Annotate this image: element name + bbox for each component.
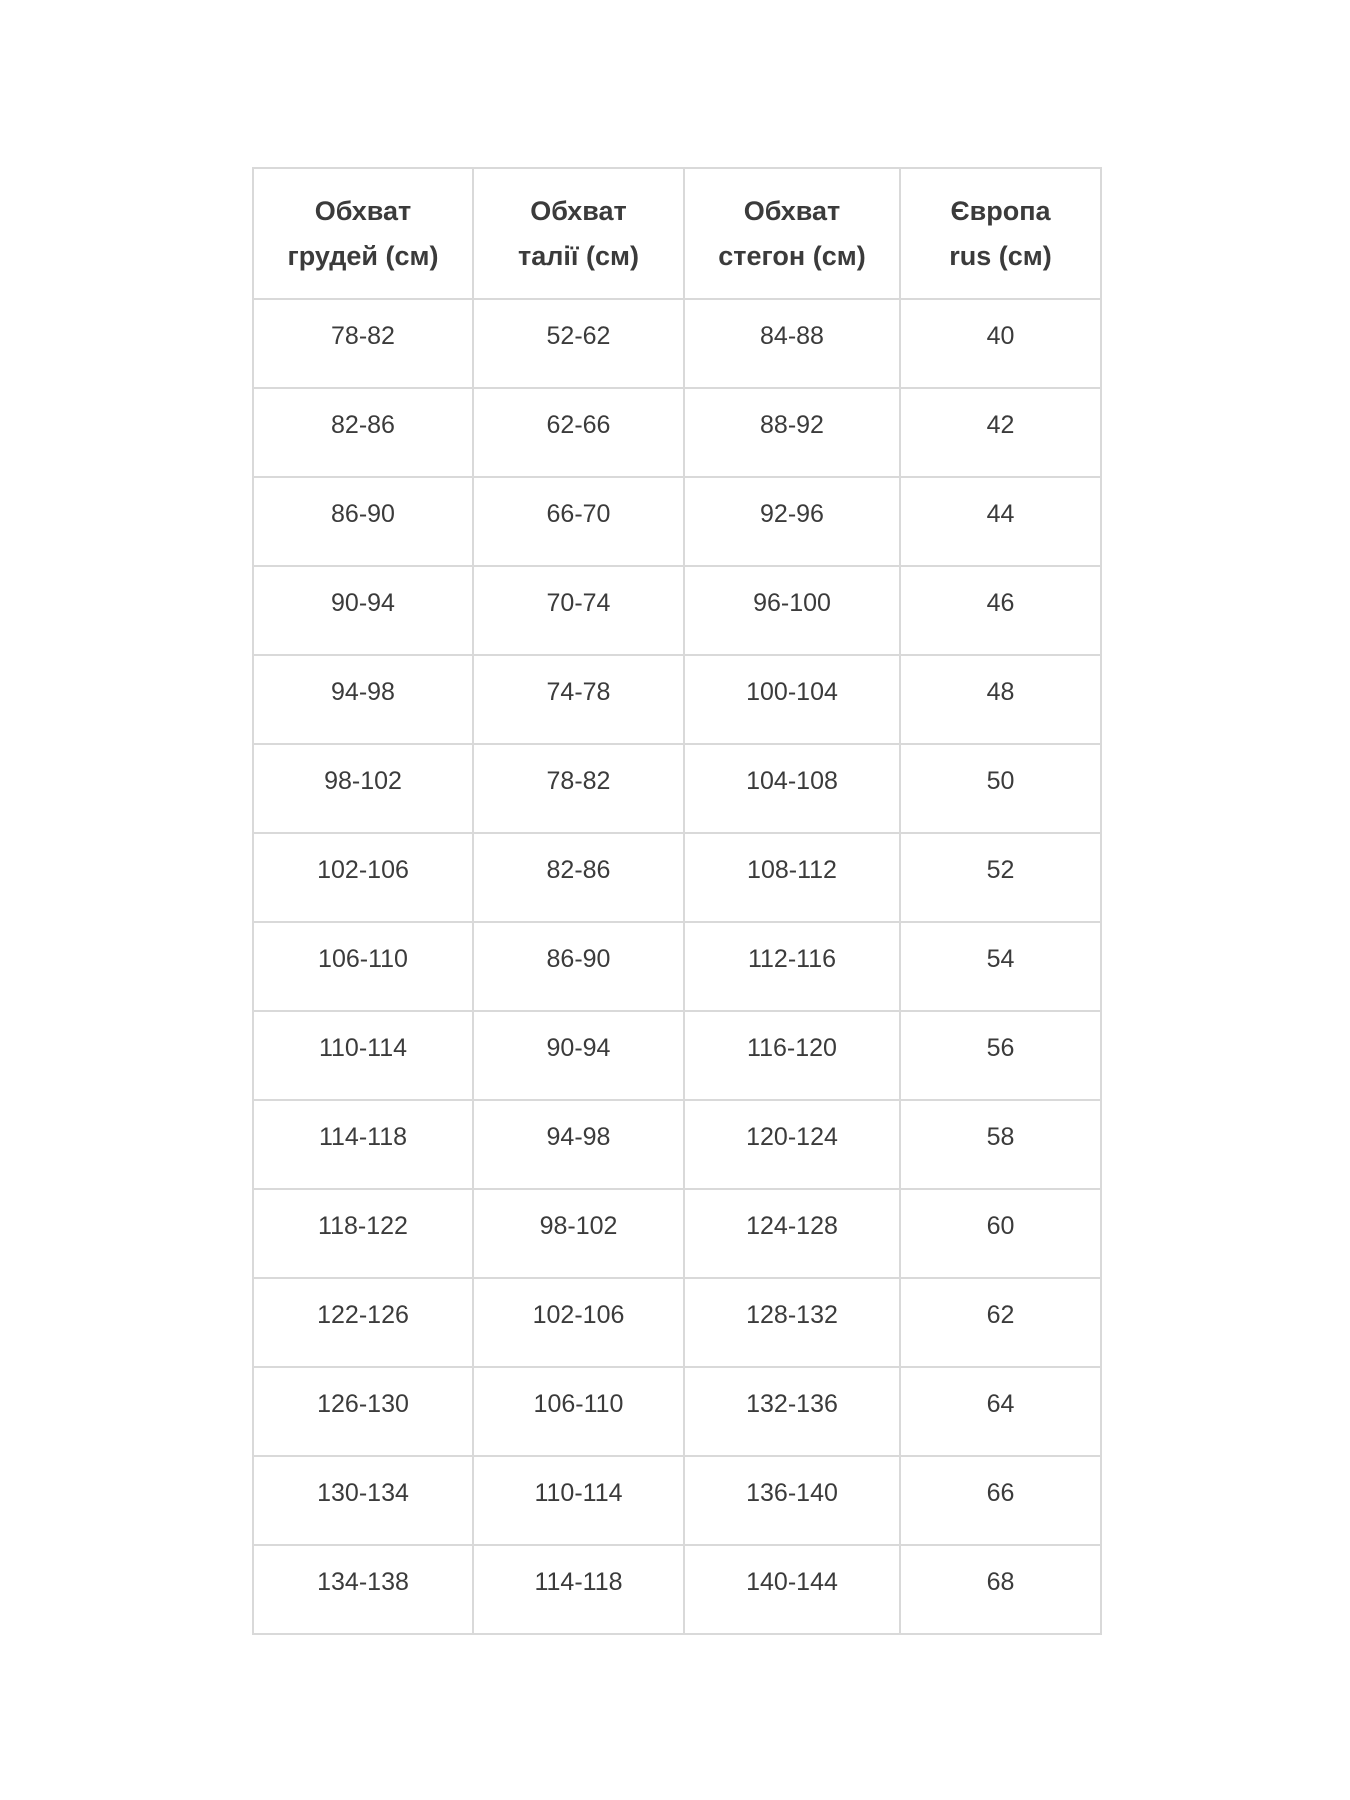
table-cell: 64 [899,1366,1102,1457]
table-row: 106-110 86-90 112-116 54 [252,921,1102,1012]
table-cell: 90-94 [472,1010,685,1101]
table-cell: 60 [899,1188,1102,1279]
table-cell: 74-78 [472,654,685,745]
table-cell: 106-110 [472,1366,685,1457]
column-header-chest-line1: Обхват [314,195,412,226]
table-cell: 108-112 [683,832,901,923]
table-cell: 92-96 [683,476,901,567]
table-cell: 86-90 [252,476,474,567]
table-cell: 128-132 [683,1277,901,1368]
table-cell: 110-114 [252,1010,474,1101]
header-row: Обхват грудей (см) Обхват талії (см) Обх… [252,167,1102,300]
table-cell: 86-90 [472,921,685,1012]
table-cell: 58 [899,1099,1102,1190]
table-cell: 134-138 [252,1544,474,1635]
table-cell: 136-140 [683,1455,901,1546]
size-chart-table: Обхват грудей (см) Обхват талії (см) Обх… [252,167,1102,1635]
table-cell: 82-86 [472,832,685,923]
table-cell: 130-134 [252,1455,474,1546]
table-cell: 88-92 [683,387,901,478]
table-cell: 66-70 [472,476,685,567]
table-cell: 54 [899,921,1102,1012]
table-row: 94-98 74-78 100-104 48 [252,654,1102,745]
table-cell: 56 [899,1010,1102,1101]
column-header-hips: Обхват стегон (см) [683,167,901,300]
column-header-waist: Обхват талії (см) [472,167,685,300]
column-header-waist-line2: талії (см) [518,240,639,271]
table-cell: 46 [899,565,1102,656]
table-cell: 124-128 [683,1188,901,1279]
table-cell: 68 [899,1544,1102,1635]
table-cell: 110-114 [472,1455,685,1546]
table-cell: 106-110 [252,921,474,1012]
column-header-chest-line2: грудей (см) [287,240,439,271]
table-cell: 94-98 [252,654,474,745]
table-cell: 42 [899,387,1102,478]
table-cell: 40 [899,298,1102,389]
table-row: 126-130 106-110 132-136 64 [252,1366,1102,1457]
table-cell: 84-88 [683,298,901,389]
table-cell: 78-82 [472,743,685,834]
table-cell: 102-106 [472,1277,685,1368]
table-cell: 52 [899,832,1102,923]
table-cell: 120-124 [683,1099,901,1190]
column-header-europe-size-line2: rus (см) [949,240,1052,271]
table-cell: 118-122 [252,1188,474,1279]
column-header-europe-size-line1: Європа [950,195,1051,226]
table-cell: 62 [899,1277,1102,1368]
table-cell: 116-120 [683,1010,901,1101]
table-row: 110-114 90-94 116-120 56 [252,1010,1102,1101]
table-row: 78-82 52-62 84-88 40 [252,298,1102,389]
table-row: 102-106 82-86 108-112 52 [252,832,1102,923]
table-cell: 104-108 [683,743,901,834]
table-row: 130-134 110-114 136-140 66 [252,1455,1102,1546]
table-cell: 96-100 [683,565,901,656]
table-cell: 48 [899,654,1102,745]
table-cell: 82-86 [252,387,474,478]
table-cell: 122-126 [252,1277,474,1368]
table-cell: 78-82 [252,298,474,389]
table-cell: 126-130 [252,1366,474,1457]
column-header-chest: Обхват грудей (см) [252,167,474,300]
table-cell: 94-98 [472,1099,685,1190]
column-header-hips-line2: стегон (см) [718,240,866,271]
table-cell: 44 [899,476,1102,567]
table-cell: 70-74 [472,565,685,656]
table-cell: 112-116 [683,921,901,1012]
table-row: 82-86 62-66 88-92 42 [252,387,1102,478]
table-cell: 90-94 [252,565,474,656]
table-row: 114-118 94-98 120-124 58 [252,1099,1102,1190]
column-header-hips-line1: Обхват [743,195,841,226]
table-cell: 114-118 [472,1544,685,1635]
table-row: 98-102 78-82 104-108 50 [252,743,1102,834]
table-cell: 98-102 [252,743,474,834]
table-cell: 50 [899,743,1102,834]
table-cell: 52-62 [472,298,685,389]
table-row: 90-94 70-74 96-100 46 [252,565,1102,656]
table-cell: 66 [899,1455,1102,1546]
table-row: 86-90 66-70 92-96 44 [252,476,1102,567]
table-cell: 102-106 [252,832,474,923]
column-header-waist-line1: Обхват [530,195,627,226]
table-cell: 114-118 [252,1099,474,1190]
table-cell: 62-66 [472,387,685,478]
table-cell: 140-144 [683,1544,901,1635]
table-cell: 100-104 [683,654,901,745]
table-cell: 132-136 [683,1366,901,1457]
table-row: 118-122 98-102 124-128 60 [252,1188,1102,1279]
table-row: 134-138 114-118 140-144 68 [252,1544,1102,1635]
size-chart: Обхват грудей (см) Обхват талії (см) Обх… [252,167,1102,1635]
table-cell: 98-102 [472,1188,685,1279]
table-row: 122-126 102-106 128-132 62 [252,1277,1102,1368]
column-header-europe-size: Європа rus (см) [899,167,1102,300]
size-chart-body: 78-82 52-62 84-88 40 82-86 62-66 88-92 42 86-90 6… [252,298,1102,1635]
